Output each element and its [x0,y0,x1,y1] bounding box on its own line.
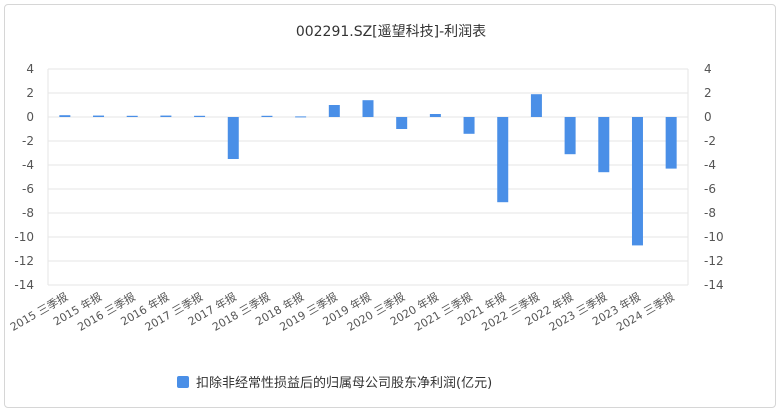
bar[interactable] [429,114,441,117]
y-tick-label-left: -2 [22,134,34,148]
y-tick-label-right: -6 [704,182,716,196]
bar[interactable] [93,115,105,117]
bar[interactable] [126,115,138,117]
bar[interactable] [631,117,643,246]
y-tick-label-left: -12 [14,254,34,268]
bar[interactable] [564,117,576,155]
chart-frame [4,4,776,408]
bar[interactable] [362,100,374,117]
bar[interactable] [261,115,273,117]
legend-label: 扣除非经常性损益后的归属母公司股东净利润(亿元) [196,375,492,391]
y-tick-label-right: 4 [704,62,712,76]
y-tick-label-right: -12 [704,254,724,268]
bar[interactable] [194,115,206,117]
chart-title: 002291.SZ[遥望科技]-利润表 [296,24,486,40]
bar[interactable] [328,105,340,117]
y-tick-label-left: 4 [26,62,34,76]
grid-lines [47,68,689,286]
y-tick-label-right: -2 [704,134,716,148]
y-tick-label-left: -8 [22,206,34,220]
bar[interactable] [530,94,542,117]
y-tick-label-left: -10 [14,230,34,244]
y-tick-label-left: 0 [26,110,34,124]
bar[interactable] [160,115,172,117]
bar[interactable] [598,117,610,173]
y-tick-label-left: -4 [22,158,34,172]
bar[interactable] [227,117,239,159]
legend-swatch [177,376,189,388]
bar[interactable] [665,117,677,169]
y-axis-left: 4 2 0 -2 -4 -6 -8 -10 -12 -14 [14,62,34,292]
bar[interactable] [497,117,509,203]
bar[interactable] [396,117,408,129]
y-tick-label-right: -4 [704,158,716,172]
y-tick-label-right: -10 [704,230,724,244]
y-tick-label-right: -8 [704,206,716,220]
bar[interactable] [59,115,71,117]
y-tick-label-left: 2 [26,86,34,100]
y-tick-label-left: -14 [14,278,34,292]
y-axis-right: 4 2 0 -2 -4 -6 -8 -10 -12 -14 [704,62,724,292]
y-tick-label-right: 2 [704,86,712,100]
legend[interactable]: 扣除非经常性损益后的归属母公司股东净利润(亿元) [177,375,492,391]
bar[interactable] [295,116,307,118]
y-tick-label-right: 0 [704,110,712,124]
y-tick-label-left: -6 [22,182,34,196]
bar[interactable] [463,117,475,134]
y-tick-label-right: -14 [704,278,724,292]
bar-series [59,94,677,246]
